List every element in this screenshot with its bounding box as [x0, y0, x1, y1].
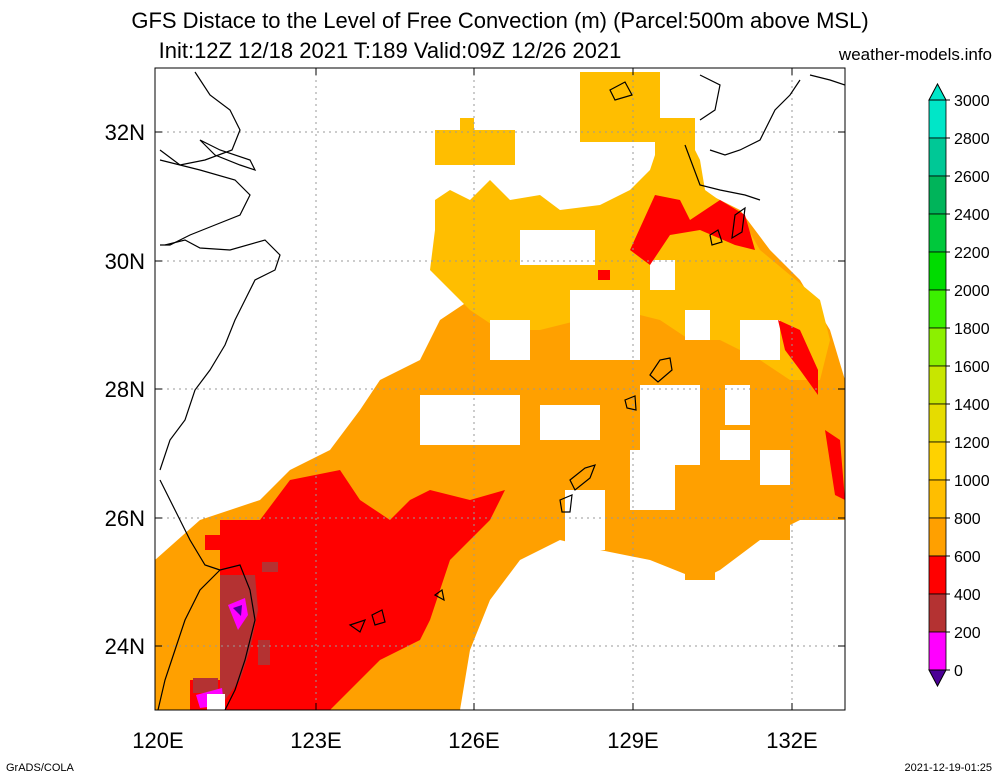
colorbar-label: 1000 [954, 473, 990, 490]
colorbar-swatch [928, 251, 947, 291]
missing-areas [420, 230, 790, 550]
lon-label: 120E [132, 728, 183, 753]
colorbar-swatch [928, 213, 947, 253]
missing-areas [207, 694, 225, 710]
field-layer [155, 72, 845, 710]
colorbar-swatch [928, 517, 947, 557]
colorbar-swatch [928, 593, 947, 633]
colorbar-label: 800 [954, 511, 981, 528]
colorbar-swatch [928, 441, 947, 481]
site-credit: weather-models.info [838, 45, 992, 64]
chart-subtitle: Init:12Z 12/18 2021 T:189 Valid:09Z 12/2… [158, 38, 622, 63]
colorbar-label: 1400 [954, 397, 990, 414]
colorbar-swatch [928, 175, 947, 215]
colorbar-label: 1800 [954, 321, 990, 338]
lon-label: 126E [448, 728, 499, 753]
field-red-block [598, 270, 610, 280]
field-red-east [825, 430, 845, 500]
colorbar-swatch [928, 137, 947, 177]
field-red-block [205, 535, 225, 550]
lat-label: 24N [105, 634, 145, 659]
colorbar-swatch [928, 289, 947, 329]
colorbar-label: 2200 [954, 245, 990, 262]
colorbar-swatch [928, 555, 947, 595]
axis-ticks [155, 68, 845, 710]
colorbar-swatch [928, 479, 947, 519]
colorbar-label: 2400 [954, 207, 990, 224]
field-red-ne [630, 195, 755, 265]
colorbar-label: 3000 [954, 93, 990, 110]
colorbar-arrow-bottom [928, 669, 947, 688]
coastlines [157, 71, 845, 710]
field-block [655, 118, 695, 158]
colorbar-arrow-top [928, 82, 947, 101]
field-block [405, 440, 515, 480]
chart-title: GFS Distace to the Level of Free Convect… [131, 8, 869, 33]
colorbar-label: 1200 [954, 435, 990, 452]
colorbar-label: 200 [954, 625, 981, 642]
field-block [685, 540, 715, 580]
colorbar-label: 2600 [954, 169, 990, 186]
lon-label: 129E [607, 728, 658, 753]
gridlines [155, 68, 845, 710]
footer-credit: GrADS/COLA [6, 762, 74, 774]
colorbar-label: 1600 [954, 359, 990, 376]
field-magenta [228, 598, 248, 630]
colorbar-label: 2800 [954, 131, 990, 148]
lon-label: 132E [766, 728, 817, 753]
colorbar-label: 2000 [954, 283, 990, 300]
field-block [580, 72, 660, 142]
colorbar-label: 400 [954, 587, 981, 604]
lon-label: 123E [290, 728, 341, 753]
colorbar: 3000280026002400220020001800160014001200… [928, 82, 990, 688]
lat-label: 26N [105, 506, 145, 531]
field-brown-block [262, 562, 278, 572]
footer-timestamp: 2021-12-19-01:25 [904, 762, 992, 774]
lat-label: 30N [105, 249, 145, 274]
field-red-east [778, 320, 818, 395]
field-violet [233, 605, 242, 616]
colorbar-swatch [928, 327, 947, 367]
field-brown-block [258, 640, 270, 665]
field-block [435, 130, 515, 165]
field-red-south [220, 470, 505, 710]
field-block [670, 500, 790, 540]
field-brown-block [193, 678, 218, 693]
colorbar-swatch [928, 403, 947, 443]
colorbar-swatch [928, 365, 947, 405]
colorbar-label: 600 [954, 549, 981, 566]
colorbar-label: 0 [954, 663, 963, 680]
lat-label: 32N [105, 120, 145, 145]
colorbar-swatch [928, 99, 947, 139]
field-block [460, 118, 474, 132]
lat-label: 28N [105, 377, 145, 402]
colorbar-swatch [928, 631, 947, 671]
